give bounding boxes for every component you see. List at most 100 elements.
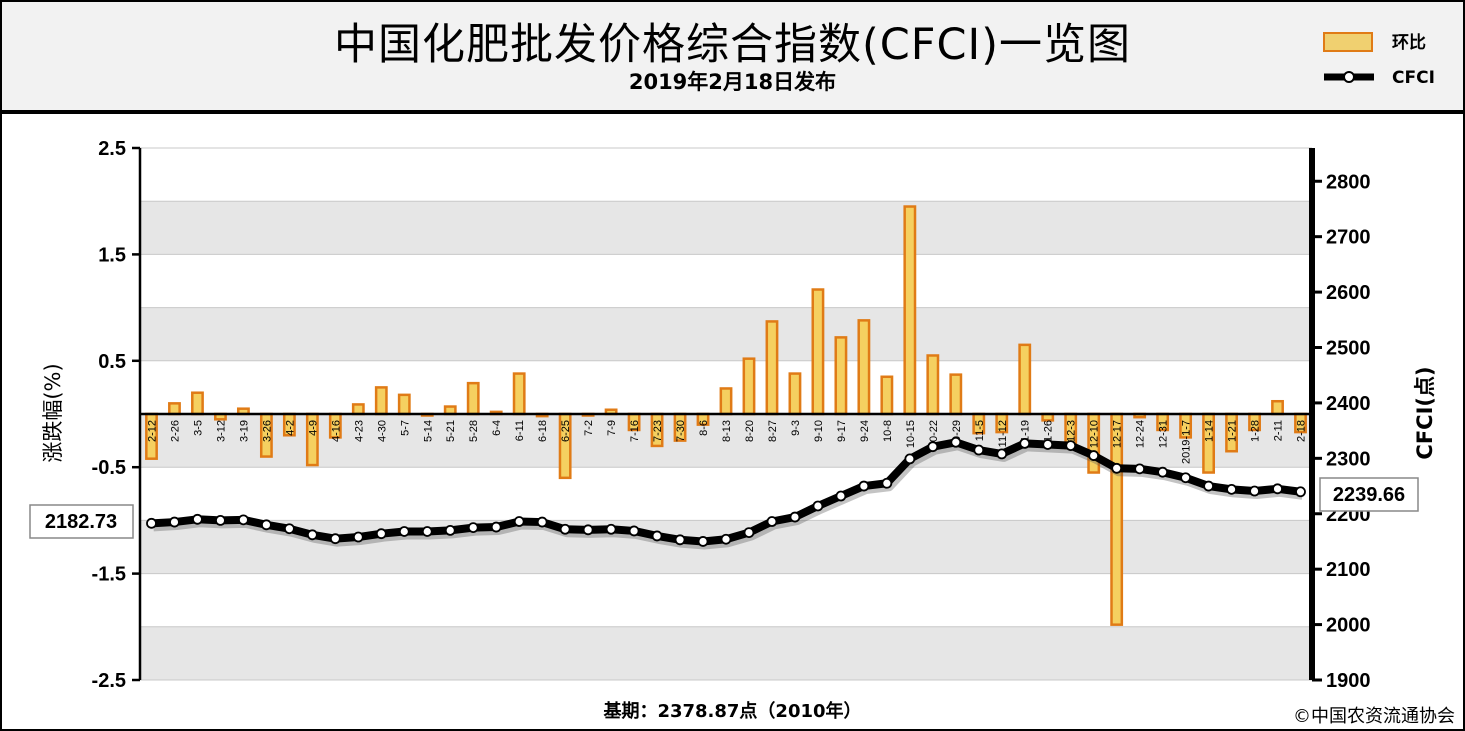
x-tick-5-7: 5-7: [399, 420, 411, 436]
cfci-point-8-27: [766, 516, 778, 527]
cfci-point-5-21: [444, 524, 456, 536]
cfci-point-11-5: [973, 444, 985, 456]
x-tick-11-5: 11-5: [974, 420, 986, 441]
cfci-point-9-10: [812, 500, 824, 512]
bar-11-19: [1018, 343, 1032, 416]
cfci-point-10-8: [881, 477, 893, 489]
x-tick-9-3: 9-3: [790, 420, 802, 436]
cfci-point-12-3: [1065, 440, 1077, 451]
cfci-point-7-16: [628, 525, 640, 537]
bar-4-23: [351, 403, 365, 416]
x-tick-6-18: 6-18: [537, 420, 549, 442]
bar-3-5: [191, 391, 204, 416]
x-tick-12-17: 12-17: [1112, 420, 1124, 448]
cfci-point-4-23: [352, 531, 364, 543]
x-tick-5-28: 5-28: [468, 420, 480, 442]
left-axis-label: 涨跌幅(%): [41, 363, 65, 462]
grid-band: [140, 626, 1312, 680]
bar-4-30: [374, 386, 388, 416]
cfci-point-2-11: [1272, 483, 1283, 495]
left-tick--0.5: -0.5: [92, 457, 126, 479]
x-tick-10-8: 10-8: [882, 420, 894, 442]
bar-9-17: [834, 336, 848, 416]
base-period-note: 基期：2378.87点（2010年）: [603, 701, 862, 722]
cfci-point-4-30: [375, 528, 387, 540]
x-tick-6-11: 6-11: [514, 420, 526, 441]
left-tick-2.5: 2.5: [98, 138, 126, 160]
bar-2-26: [168, 402, 181, 416]
x-tick-3-19: 3-19: [238, 420, 250, 442]
bar-8-20: [742, 357, 756, 416]
bar-10-29: [949, 373, 963, 416]
cfci-point-10-15: [904, 453, 916, 465]
cfci-point-5-7: [398, 526, 410, 537]
bar-5-7: [397, 393, 411, 416]
x-tick-6-25: 6-25: [560, 420, 572, 442]
cfci-point-4-2: [283, 523, 295, 535]
cfci-point-2019-1-7: [1180, 472, 1192, 484]
first-value-label: 2182.73: [45, 511, 117, 533]
line-series: [146, 436, 1306, 550]
cfci-point-11-12: [996, 448, 1008, 460]
x-tick-8-20: 8-20: [744, 420, 756, 442]
bar-series: [140, 205, 1312, 626]
x-tick-2-11: 2-11: [1273, 420, 1285, 441]
legend-label-line: CFCI: [1392, 68, 1435, 88]
cfci-point-7-2: [582, 524, 594, 536]
x-tick-12-31: 12-31: [1158, 420, 1170, 448]
x-tick-8-27: 8-27: [767, 420, 779, 442]
x-tick-6-4: 6-4: [491, 420, 503, 436]
cfci-point-12-31: [1157, 466, 1169, 478]
x-tick-4-2: 4-2: [284, 420, 296, 436]
cfci-point-6-11: [513, 516, 525, 527]
cfci-point-2-12: [146, 517, 157, 529]
x-tick-11-12: 11-12: [997, 420, 1009, 447]
cfci-point-12-10: [1088, 450, 1100, 461]
right-tick-2800: 2800: [1326, 171, 1371, 193]
bar-9-3: [788, 372, 802, 416]
grid-band: [140, 201, 1312, 255]
x-tick-10-22: 10-22: [928, 420, 940, 448]
cfci-point-2-26: [169, 516, 180, 528]
cfci-point-5-28: [467, 522, 479, 534]
x-tick-9-17: 9-17: [836, 420, 848, 442]
x-tick-8-6: 8-6: [698, 420, 710, 436]
x-tick-10-15: 10-15: [905, 420, 917, 448]
right-axis-label: CFCI(点): [1413, 366, 1437, 459]
cfci-point-9-17: [835, 490, 847, 502]
x-tick-1-28: 1-28: [1250, 420, 1262, 442]
cfci-point-8-6: [697, 536, 709, 547]
x-tick-2-12: 2-12: [146, 420, 158, 442]
x-tick-1-14: 1-14: [1204, 420, 1216, 442]
x-tick-9-10: 9-10: [813, 420, 825, 442]
cfci-point-9-3: [789, 511, 801, 523]
x-tick-12-10: 12-10: [1089, 420, 1101, 448]
cfci-point-7-9: [605, 523, 617, 535]
cfci-point-1-28: [1249, 485, 1260, 497]
legend-label-bars: 环比: [1392, 32, 1426, 53]
cfci-point-8-20: [743, 527, 755, 538]
cfci-point-1-21: [1226, 483, 1237, 495]
cfci-point-4-16: [329, 533, 341, 545]
right-tick-2400: 2400: [1326, 393, 1371, 415]
legend: 环比 CFCI: [1323, 32, 1435, 88]
grid-band: [140, 307, 1312, 361]
right-tick-2000: 2000: [1326, 615, 1371, 637]
bar-10-8: [880, 375, 894, 416]
legend-line-marker: [1343, 71, 1355, 83]
bar-6-11: [512, 372, 526, 416]
right-tick-2600: 2600: [1326, 282, 1371, 304]
bar-9-24: [857, 319, 871, 416]
cfci-point-3-12: [215, 515, 226, 526]
x-tick-3-5: 3-5: [192, 420, 204, 436]
last-value-label: 2239.66: [1333, 484, 1405, 506]
x-tick-4-30: 4-30: [376, 420, 388, 442]
cfci-point-6-25: [559, 523, 571, 535]
x-tick-3-26: 3-26: [261, 420, 273, 442]
bar-2-11: [1271, 399, 1284, 416]
cfci-point-1-14: [1203, 480, 1214, 492]
left-tick-0.5: 0.5: [98, 351, 126, 373]
cfci-point-12-17: [1111, 462, 1123, 474]
x-tick-labels: 2-12 2-26 3-5 3-12 3-19 3-26 4-2 4-9 4-16 4-23 4-3…: [146, 420, 1307, 464]
